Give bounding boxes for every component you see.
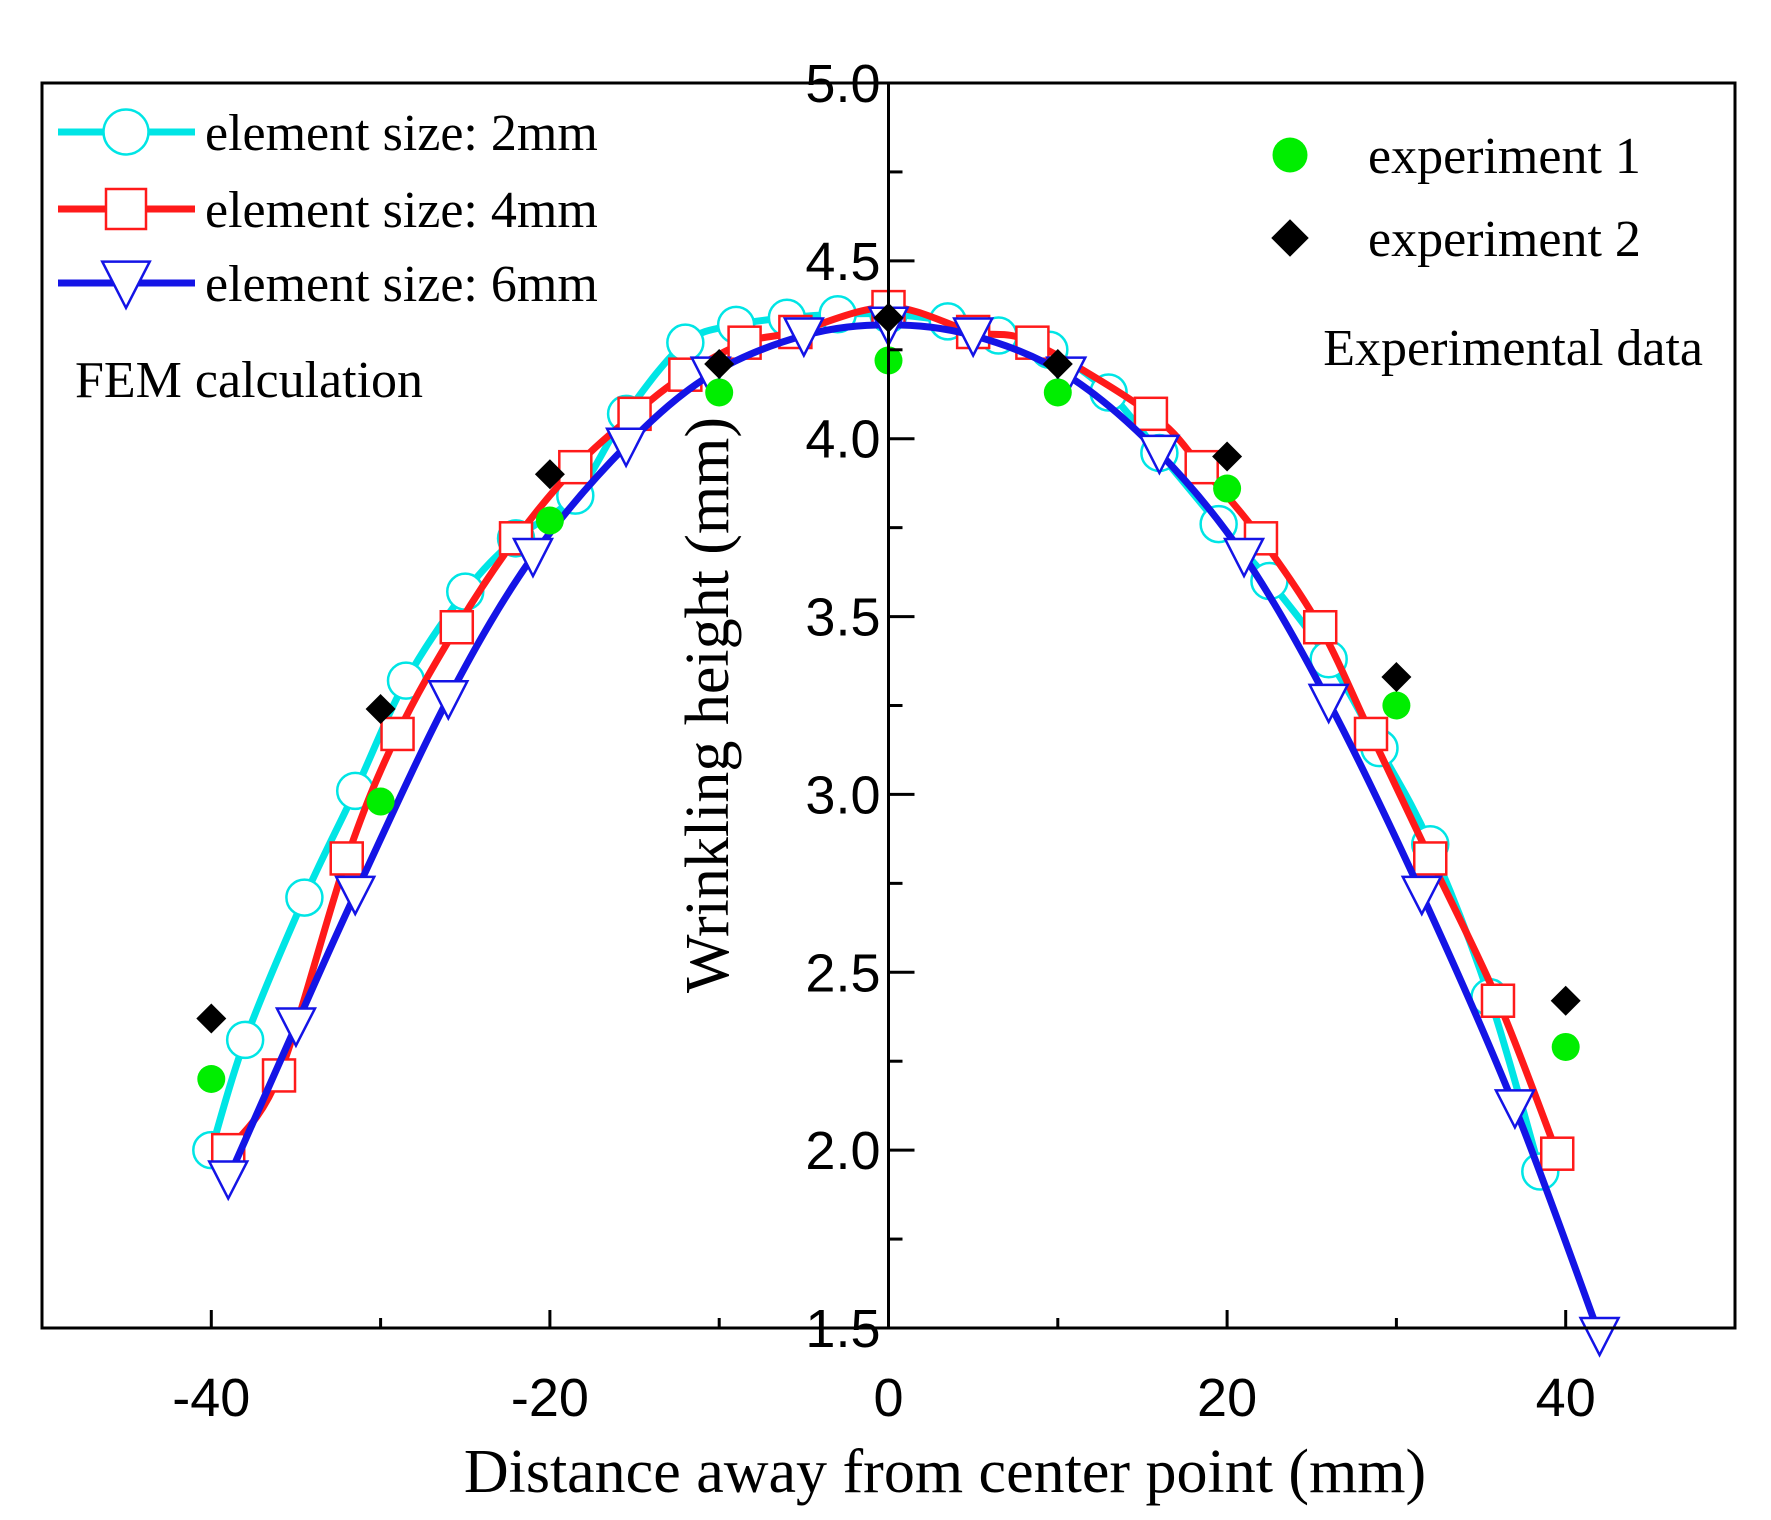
- data-point: [1578, 1316, 1621, 1358]
- y-tick-label: 5.0: [805, 54, 880, 114]
- legend-marker: [1271, 219, 1309, 257]
- data-point: [1302, 609, 1338, 645]
- data-point: [274, 1007, 317, 1049]
- legend-item-experiment-2: experiment 2: [1271, 211, 1641, 268]
- y-axis-title: Wrinkling height (mm): [674, 417, 742, 993]
- data-point: [1382, 691, 1411, 720]
- x-tick-label: 20: [1197, 1368, 1257, 1428]
- x-axis-title: Distance away from center point (mm): [464, 1438, 1426, 1506]
- legend-item-element-size-4mm: element size: 4mm: [58, 182, 598, 239]
- y-tick-label: 4.5: [805, 232, 880, 292]
- data-point: [1551, 1032, 1580, 1061]
- data-point: [1413, 841, 1448, 876]
- x-tick-label: -40: [172, 1368, 250, 1428]
- data-point: [1493, 1089, 1536, 1131]
- data-point: [196, 1003, 227, 1034]
- data-point: [535, 506, 564, 535]
- data-point: [1043, 378, 1072, 407]
- data-point: [1381, 662, 1412, 693]
- data-point: [1400, 875, 1443, 917]
- data-point: [365, 694, 396, 725]
- data-point: [329, 841, 364, 876]
- data-point: [1213, 474, 1242, 503]
- series-element-size-4mm: [210, 289, 1575, 1171]
- axes-layer: -40 -20 0 20 40 1.5 2.0 2.5 3.0 3.5 4.0 4.5 5.0: [172, 54, 1595, 1428]
- y-tick-label: 4.0: [805, 410, 880, 470]
- legend-marker: [104, 187, 148, 231]
- data-point: [705, 378, 734, 407]
- y-tick-label: 1.5: [805, 1299, 880, 1359]
- data-point: [380, 716, 415, 752]
- series-layer: [192, 289, 1621, 1358]
- legend-marker: [100, 260, 152, 311]
- series-element-size-6mm: [207, 306, 1621, 1358]
- data-point: [1042, 349, 1073, 380]
- fem-annotation: FEM calculation: [75, 352, 423, 409]
- series-experiment-1: [197, 346, 1580, 1093]
- y-tick-label: 2.0: [805, 1121, 880, 1181]
- data-point: [197, 1065, 226, 1093]
- data-point: [1307, 683, 1350, 725]
- data-point: [285, 878, 324, 917]
- data-point: [1550, 985, 1581, 1016]
- data-point: [1138, 434, 1181, 476]
- x-tick-label: 0: [873, 1368, 903, 1428]
- data-point: [534, 459, 565, 490]
- series-line: [225, 321, 1603, 1337]
- data-point: [207, 1160, 250, 1202]
- y-tick-label: 3.5: [805, 588, 880, 648]
- data-point: [1222, 537, 1266, 579]
- data-point: [1212, 441, 1243, 472]
- legend-layer: element size: 2mm element size: 4mm elemen…: [58, 105, 1641, 313]
- data-point: [1480, 983, 1516, 1018]
- data-point: [605, 427, 648, 469]
- data-point: [952, 317, 995, 359]
- legend-marker: [1272, 137, 1308, 173]
- x-tick-label: 40: [1536, 1368, 1596, 1428]
- legend-label: element size: 4mm: [205, 182, 598, 239]
- x-tick-label: -20: [511, 1368, 589, 1428]
- legend-label: element size: 2mm: [205, 105, 598, 162]
- data-point: [511, 537, 555, 579]
- data-point: [666, 323, 705, 362]
- experimental-annotation: Experimental data: [1323, 320, 1703, 377]
- data-point: [439, 609, 475, 645]
- data-point: [782, 317, 825, 359]
- legend-label: experiment 2: [1368, 211, 1641, 268]
- legend-item-element-size-2mm: element size: 2mm: [58, 105, 598, 162]
- data-point: [558, 449, 593, 485]
- data-point: [1133, 396, 1169, 432]
- data-point: [225, 1020, 265, 1060]
- y-tick-label: 2.5: [805, 943, 880, 1003]
- legend-item-experiment-1: experiment 1: [1272, 128, 1641, 185]
- legend-item-element-size-6mm: element size: 6mm: [58, 256, 598, 313]
- y-tick-label: 3.0: [805, 765, 880, 825]
- series-experiment-2: [196, 302, 1581, 1034]
- data-point: [1539, 1136, 1575, 1171]
- legend-label: element size: 6mm: [205, 256, 598, 313]
- legend-label: experiment 1: [1368, 128, 1641, 185]
- data-point: [704, 349, 735, 380]
- data-point: [334, 875, 377, 917]
- data-point: [366, 787, 395, 816]
- data-point: [1353, 716, 1389, 752]
- data-point: [427, 680, 470, 722]
- legend-marker: [102, 108, 150, 156]
